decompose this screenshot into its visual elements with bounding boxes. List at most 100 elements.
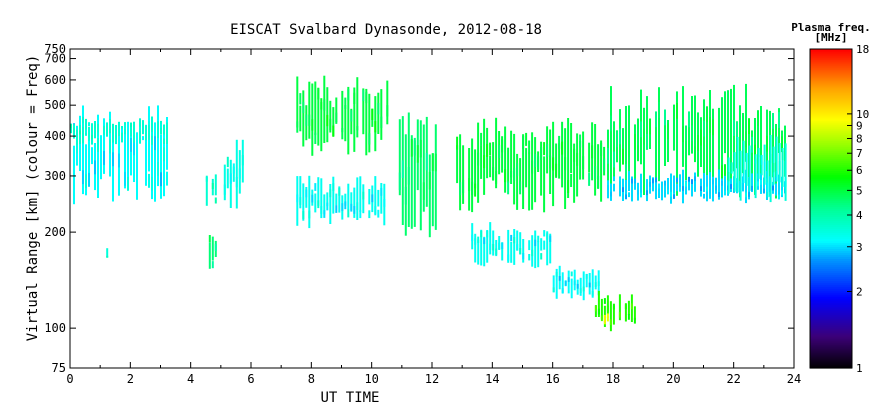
echo-trace — [655, 177, 657, 183]
colorbar-segment — [810, 100, 852, 104]
echo-trace — [151, 131, 153, 136]
echo-trace — [724, 164, 726, 180]
colorbar-segment — [810, 324, 852, 327]
echo-trace — [205, 175, 208, 182]
echo-trace — [299, 93, 302, 105]
y-tick-label: 600 — [44, 73, 66, 87]
echo-trace — [618, 294, 621, 321]
echo-trace — [570, 123, 573, 174]
echo-trace — [335, 193, 338, 206]
colorbar-tick-label: 2 — [856, 285, 863, 298]
echo-trace — [118, 121, 120, 137]
colorbar-segment — [810, 60, 852, 64]
x-tick-label: 18 — [606, 372, 620, 386]
echo-trace — [374, 206, 377, 214]
colorbar-segment — [810, 192, 852, 196]
echo-trace — [317, 177, 320, 206]
y-tick-label: 500 — [44, 98, 66, 112]
colorbar-segment — [810, 150, 852, 154]
echo-trace — [157, 105, 159, 187]
y-tick-label: 100 — [44, 321, 66, 335]
echo-trace — [682, 186, 684, 191]
echo-trace — [658, 102, 660, 118]
echo-trace — [70, 123, 72, 134]
echo-trace — [302, 90, 305, 147]
echo-trace — [631, 176, 633, 202]
colorbar-segment — [810, 118, 852, 122]
echo-trace — [627, 314, 630, 320]
colorbar-segment — [810, 104, 852, 108]
echo-trace — [332, 176, 335, 214]
echo-trace — [600, 298, 603, 320]
echo-trace — [528, 254, 531, 261]
echo-trace — [341, 90, 344, 133]
echo-trace — [694, 172, 696, 192]
colorbar-segment — [810, 338, 852, 341]
echo-trace — [748, 149, 751, 191]
echo-trace — [534, 239, 537, 247]
echo-trace — [597, 144, 600, 189]
echo-trace — [407, 167, 410, 185]
echo-trace — [745, 152, 748, 186]
echo-trace — [579, 134, 582, 148]
echo-trace — [97, 132, 99, 137]
colorbar-tick-label: 5 — [856, 184, 863, 197]
echo-trace — [576, 283, 579, 289]
echo-trace — [603, 320, 606, 322]
echo-trace — [655, 116, 657, 196]
colorbar-segment — [810, 108, 852, 112]
echo-trace — [573, 143, 576, 203]
echo-trace — [712, 108, 714, 183]
colorbar-segment — [810, 258, 852, 261]
echo-trace — [712, 179, 714, 185]
echo-trace — [775, 170, 778, 181]
echo-trace — [760, 113, 762, 129]
echo-trace — [733, 120, 735, 136]
colorbar-segment — [810, 350, 852, 353]
colorbar-segment — [810, 298, 852, 301]
echo-trace — [688, 111, 690, 128]
echo-trace — [223, 164, 226, 201]
colorbar-segment — [810, 88, 852, 92]
echo-trace — [664, 109, 666, 126]
echo-trace — [142, 136, 144, 141]
echo-trace — [564, 280, 567, 286]
colorbar-segment — [810, 214, 852, 218]
echo-trace — [501, 242, 504, 250]
echo-trace — [501, 136, 504, 173]
colorbar-segment — [810, 140, 852, 144]
echo-trace — [631, 178, 633, 184]
echo-band — [296, 75, 389, 156]
echo-trace — [570, 174, 573, 187]
echo-trace — [371, 194, 374, 203]
colorbar-segment — [810, 112, 852, 116]
echo-trace — [775, 183, 777, 196]
echo-trace — [492, 167, 495, 181]
echo-trace — [555, 271, 558, 277]
echo-trace — [688, 178, 690, 191]
y-tick-label: 75 — [52, 361, 66, 375]
echo-trace — [724, 91, 726, 154]
echo-trace — [757, 181, 759, 187]
echo-trace — [522, 134, 525, 209]
echo-band — [607, 83, 786, 199]
echo-trace — [594, 282, 597, 287]
echo-trace — [320, 102, 323, 152]
echo-trace — [401, 160, 404, 178]
echo-trace — [607, 180, 609, 186]
echo-trace — [79, 124, 81, 144]
echo-trace — [528, 140, 531, 154]
echo-trace — [82, 116, 84, 144]
y-axis-label: Virtual Range [km] (colour = Freq) — [25, 55, 41, 342]
echo-trace — [525, 132, 528, 146]
echo-trace — [721, 97, 723, 169]
colorbar-segment — [810, 228, 852, 232]
echo-trace — [434, 124, 437, 230]
echo-band — [471, 222, 552, 269]
echo-trace — [471, 234, 474, 241]
echo-trace — [124, 125, 126, 129]
echo-trace — [480, 230, 483, 238]
echo-trace — [106, 248, 109, 258]
x-tick-label: 8 — [308, 372, 315, 386]
